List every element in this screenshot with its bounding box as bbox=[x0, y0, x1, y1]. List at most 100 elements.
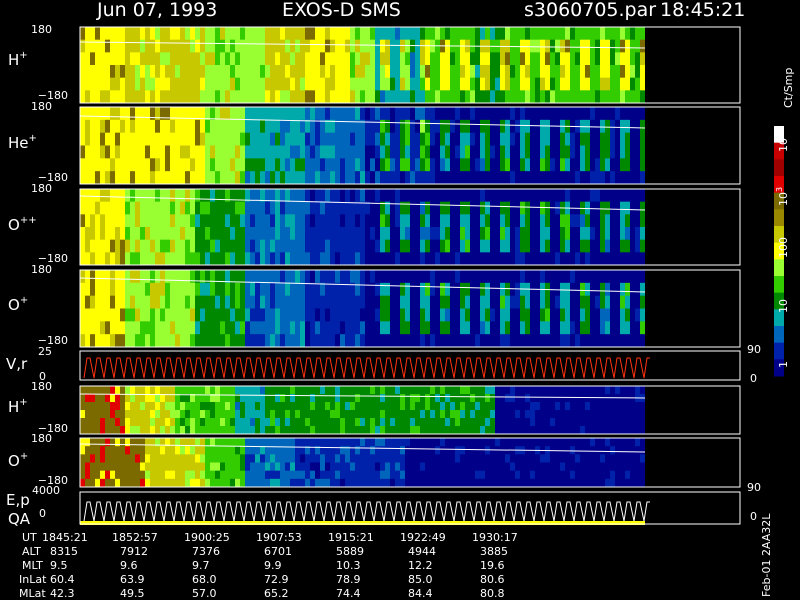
heatmap-cell bbox=[565, 418, 570, 427]
heatmap-cell bbox=[525, 201, 530, 215]
heatmap-cell bbox=[500, 90, 505, 104]
heatmap-cell bbox=[580, 410, 585, 419]
heatmap-cell bbox=[225, 386, 230, 395]
heatmap-cell bbox=[380, 214, 385, 228]
heatmap-cell bbox=[230, 145, 235, 159]
heatmap-cell bbox=[180, 77, 185, 91]
heatmap-cell bbox=[465, 410, 470, 419]
heatmap-cell bbox=[515, 132, 520, 146]
heatmap-cell bbox=[285, 90, 290, 104]
heatmap-cell bbox=[300, 227, 305, 241]
heatmap-cell bbox=[615, 201, 620, 215]
heatmap-cell bbox=[275, 402, 280, 411]
heatmap-cell bbox=[630, 158, 635, 172]
heatmap-cell bbox=[470, 201, 475, 215]
heatmap-cell bbox=[230, 90, 235, 104]
heatmap-cell bbox=[385, 65, 390, 79]
heatmap-cell bbox=[410, 171, 415, 185]
heatmap-cell bbox=[250, 145, 255, 159]
heatmap-cell bbox=[95, 65, 100, 79]
heatmap-panel-2 bbox=[80, 189, 645, 266]
heatmap-cell bbox=[640, 227, 645, 241]
heatmap-cell bbox=[415, 386, 420, 395]
heatmap-cell bbox=[150, 201, 155, 215]
heatmap-cell bbox=[180, 418, 185, 427]
heatmap-cell bbox=[210, 132, 215, 146]
heatmap-cell bbox=[135, 227, 140, 241]
heatmap-cell bbox=[570, 252, 575, 266]
heatmap-cell bbox=[500, 321, 505, 335]
heatmap-cell bbox=[565, 478, 570, 488]
heatmap-cell bbox=[95, 282, 100, 297]
heatmap-cell bbox=[390, 90, 395, 104]
heatmap-cell bbox=[520, 282, 525, 297]
heatmap-cell bbox=[360, 145, 365, 159]
heatmap-cell bbox=[420, 321, 425, 335]
heatmap-cell bbox=[445, 402, 450, 411]
heatmap-cell bbox=[610, 158, 615, 172]
heatmap-cell bbox=[315, 270, 320, 284]
heatmap-cell bbox=[600, 107, 605, 121]
heatmap-cell bbox=[220, 295, 225, 309]
heatmap-cell bbox=[365, 426, 370, 435]
heatmap-cell bbox=[345, 446, 350, 455]
heatmap-cell bbox=[625, 65, 630, 79]
heatmap-cell bbox=[305, 470, 310, 480]
heatmap-cell bbox=[235, 52, 240, 66]
heatmap-cell bbox=[430, 308, 435, 322]
heatmap-cell bbox=[475, 201, 480, 215]
heatmap-cell bbox=[490, 282, 495, 297]
heatmap-cell bbox=[295, 438, 300, 447]
heatmap-cell bbox=[590, 214, 595, 228]
heatmap-cell bbox=[605, 308, 610, 322]
heatmap-cell bbox=[145, 90, 150, 104]
heatmap-cell bbox=[575, 27, 580, 41]
heatmap-cell bbox=[600, 394, 605, 403]
heatmap-cell bbox=[580, 394, 585, 403]
heatmap-cell bbox=[425, 107, 430, 121]
heatmap-cell bbox=[100, 321, 105, 335]
heatmap-cell bbox=[390, 321, 395, 335]
heatmap-cell bbox=[480, 107, 485, 121]
heatmap-cell bbox=[165, 227, 170, 241]
heatmap-cell bbox=[560, 410, 565, 419]
heatmap-cell bbox=[380, 386, 385, 395]
heatmap-cell bbox=[255, 386, 260, 395]
heatmap-cell bbox=[455, 478, 460, 488]
heatmap-cell bbox=[195, 402, 200, 411]
heatmap-cell bbox=[435, 201, 440, 215]
heatmap-cell bbox=[575, 402, 580, 411]
heatmap-cell bbox=[105, 65, 110, 79]
footer-cell: 78.9 bbox=[336, 573, 361, 586]
heatmap-cell bbox=[260, 107, 265, 121]
heatmap-cell bbox=[450, 65, 455, 79]
footer-cell: 80.6 bbox=[480, 573, 505, 586]
heatmap-cell bbox=[105, 90, 110, 104]
heatmap-cell bbox=[140, 446, 145, 455]
heatmap-cell bbox=[625, 386, 630, 395]
heatmap-cell bbox=[180, 410, 185, 419]
heatmap-cell bbox=[370, 252, 375, 266]
heatmap-cell bbox=[435, 107, 440, 121]
heatmap-cell bbox=[470, 52, 475, 66]
heatmap-cell bbox=[135, 252, 140, 266]
heatmap-cell bbox=[375, 27, 380, 41]
heatmap-cell bbox=[215, 239, 220, 253]
heatmap-cell bbox=[290, 410, 295, 419]
heatmap-cell bbox=[90, 454, 95, 463]
heatmap-cell bbox=[490, 189, 495, 203]
heatmap-cell bbox=[590, 426, 595, 435]
heatmap-cell bbox=[170, 410, 175, 419]
heatmap-cell bbox=[450, 90, 455, 104]
heatmap-cell bbox=[475, 171, 480, 185]
heatmap-cell bbox=[485, 462, 490, 472]
heatmap-cell bbox=[170, 65, 175, 79]
heatmap-cell bbox=[575, 321, 580, 335]
heatmap-cell bbox=[505, 334, 510, 348]
heatmap-cell bbox=[220, 65, 225, 79]
heatmap-cell bbox=[510, 65, 515, 79]
heatmap-cell bbox=[405, 214, 410, 228]
heatmap-cell bbox=[250, 454, 255, 463]
heatmap-cell bbox=[600, 386, 605, 395]
heatmap-cell bbox=[490, 52, 495, 66]
